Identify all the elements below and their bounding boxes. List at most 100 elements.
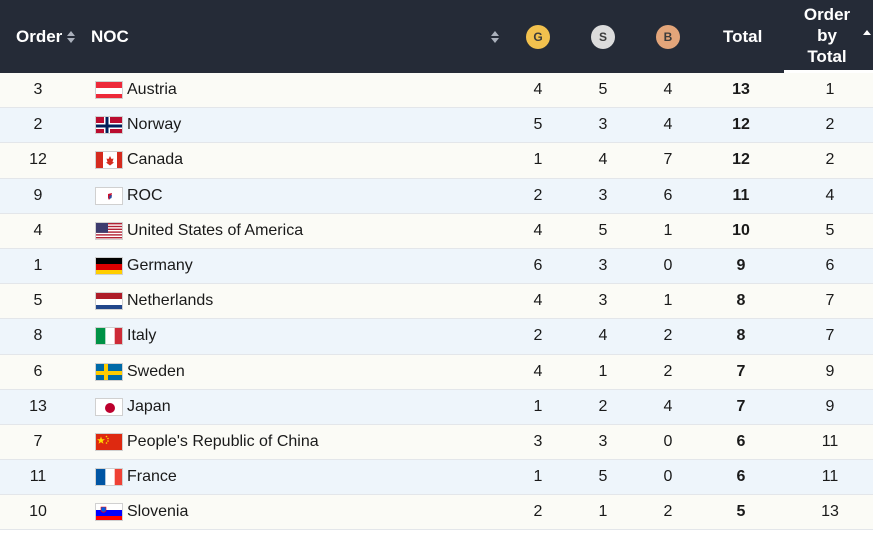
silver-count: 3 [598, 257, 608, 275]
roc-flag-icon [95, 186, 123, 205]
norway-flag-icon [95, 116, 123, 135]
noc-cell[interactable]: France [95, 460, 177, 494]
noc-cell[interactable]: Netherlands [95, 284, 213, 318]
noc-name[interactable]: France [127, 468, 177, 486]
noc-cell[interactable]: Sweden [95, 355, 185, 389]
noc-cell[interactable]: United States of America [95, 214, 303, 248]
silver-count: 3 [598, 186, 608, 204]
noc-name[interactable]: Canada [127, 151, 184, 169]
noc-name[interactable]: Japan [127, 397, 171, 415]
order-by-total-label-2: by [817, 25, 837, 45]
noc-name[interactable]: People's Republic of China [127, 432, 319, 450]
silver-count: 4 [598, 151, 608, 169]
gold-count: 1 [533, 468, 543, 486]
total-header-label: Total [723, 26, 763, 46]
total-count: 10 [732, 221, 750, 239]
total-count: 6 [736, 432, 746, 450]
silver-column-header[interactable]: S [591, 0, 615, 73]
noc-cell[interactable]: Austria [95, 73, 177, 107]
order-by-total-cell: 1 [825, 81, 835, 99]
total-column-header[interactable]: Total [723, 0, 762, 73]
bronze-count: 0 [663, 257, 673, 275]
bronze-count: 1 [663, 292, 673, 310]
bronze-count: 1 [663, 221, 673, 239]
bronze-count: 6 [663, 186, 673, 204]
total-count: 7 [736, 362, 746, 380]
order-by-total-cell: 7 [825, 327, 835, 345]
slovenia-flag-icon [95, 503, 123, 522]
gold-count: 2 [533, 186, 543, 204]
noc-cell[interactable]: Slovenia [95, 495, 188, 529]
noc-cell[interactable]: ROC [95, 179, 163, 213]
order-by-total-cell: 4 [825, 186, 835, 204]
bronze-count: 4 [663, 397, 673, 415]
bronze-column-header[interactable]: B [656, 0, 680, 73]
total-count: 5 [736, 503, 746, 521]
noc-name[interactable]: ROC [127, 186, 163, 204]
table-row[interactable]: 2 Norway 5 3 4 12 2 [0, 108, 873, 144]
noc-cell[interactable]: Norway [95, 108, 181, 142]
bronze-count: 4 [663, 81, 673, 99]
gold-count: 2 [533, 327, 543, 345]
silver-count: 3 [598, 116, 608, 134]
order-by-total-cell: 11 [821, 468, 839, 486]
gold-count: 3 [533, 432, 543, 450]
total-count: 6 [736, 468, 746, 486]
order-cell: 10 [29, 503, 47, 521]
gold-count: 6 [533, 257, 543, 275]
france-flag-icon [95, 468, 123, 487]
noc-name[interactable]: Slovenia [127, 503, 189, 521]
table-row[interactable]: 5 Netherlands 4 3 1 8 7 [0, 284, 873, 320]
gold-count: 2 [533, 503, 543, 521]
table-row[interactable]: 3 Austria 4 5 4 13 1 [0, 73, 873, 109]
noc-cell[interactable]: People's Republic of China [95, 425, 319, 459]
order-by-total-cell: 2 [825, 151, 835, 169]
silver-count: 5 [598, 221, 608, 239]
netherlands-flag-icon [95, 292, 123, 311]
noc-column-header[interactable]: NOC [91, 0, 129, 73]
noc-name[interactable]: Italy [127, 327, 157, 345]
noc-cell[interactable]: Italy [95, 319, 156, 353]
noc-cell[interactable]: Canada [95, 143, 183, 177]
noc-name[interactable]: Sweden [127, 362, 185, 380]
noc-sort-icon[interactable] [486, 0, 499, 73]
noc-name[interactable]: Germany [127, 257, 193, 275]
japan-flag-icon [95, 397, 123, 416]
order-by-total-cell: 11 [821, 432, 839, 450]
total-count: 11 [732, 186, 750, 204]
noc-name[interactable]: United States of America [127, 221, 304, 239]
noc-name[interactable]: Austria [127, 81, 177, 99]
noc-cell[interactable]: Japan [95, 390, 171, 424]
table-row[interactable]: 10 Slovenia 2 1 2 5 13 [0, 495, 873, 531]
noc-cell[interactable]: Germany [95, 249, 193, 283]
noc-name[interactable]: Netherlands [127, 292, 214, 310]
noc-name[interactable]: Norway [127, 116, 182, 134]
order-cell: 2 [33, 116, 43, 134]
germany-flag-icon [95, 257, 123, 276]
table-row[interactable]: 4 United States of America 4 5 1 10 5 [0, 213, 873, 249]
noc-header-label: NOC [91, 26, 129, 46]
bronze-count: 0 [663, 432, 673, 450]
table-row[interactable]: 9 ROC 2 3 6 11 4 [0, 178, 873, 214]
order-cell: 12 [29, 151, 47, 169]
order-by-total-column-header[interactable]: Order by Total [784, 0, 873, 73]
sort-ascending-icon[interactable] [863, 30, 871, 35]
table-row[interactable]: 6 Sweden 4 1 2 7 9 [0, 354, 873, 390]
order-header-label: Order [16, 26, 63, 46]
bronze-count: 4 [663, 116, 673, 134]
table-row[interactable]: 11 France 1 5 0 6 11 [0, 460, 873, 496]
order-column-header[interactable]: Order [16, 0, 76, 73]
gold-column-header[interactable]: G [526, 0, 550, 73]
table-row[interactable]: 7 People's Republic of China 3 3 0 6 11 [0, 424, 873, 461]
total-count: 13 [732, 81, 750, 99]
table-row[interactable]: 12 Canada 1 4 7 12 2 [0, 143, 873, 179]
table-row[interactable]: 13 Japan 1 2 4 7 9 [0, 389, 873, 425]
order-by-total-cell: 5 [825, 221, 835, 239]
total-count: 7 [736, 397, 746, 415]
table-row[interactable]: 1 Germany 6 3 0 9 6 [0, 248, 873, 285]
order-cell: 13 [29, 397, 47, 415]
sort-icon[interactable] [67, 30, 76, 43]
table-row[interactable]: 8 Italy 2 4 2 8 7 [0, 319, 873, 355]
silver-count: 3 [598, 432, 608, 450]
gold-count: 4 [533, 221, 543, 239]
